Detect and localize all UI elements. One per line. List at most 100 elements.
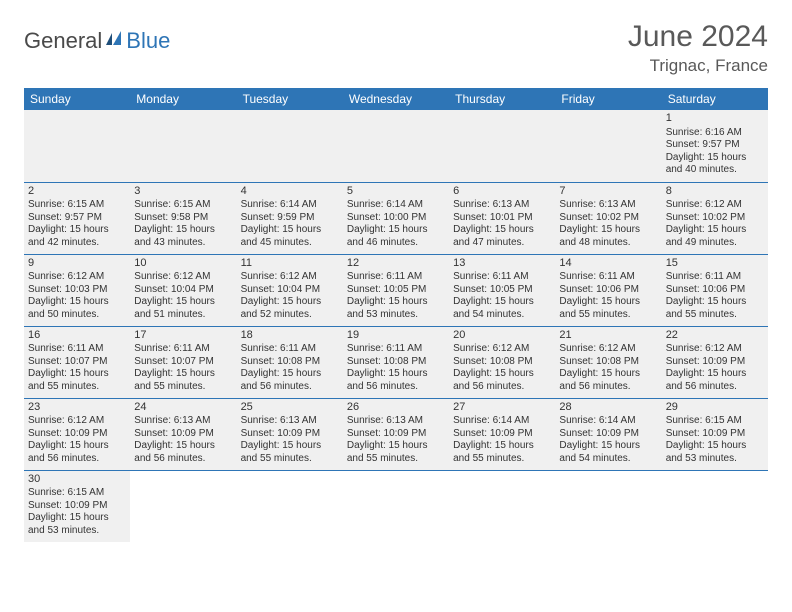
day-number: 2 — [28, 185, 126, 199]
sunset-text: Sunset: 10:09 PM — [241, 428, 339, 441]
day-number: 18 — [241, 329, 339, 343]
sunset-text: Sunset: 9:57 PM — [28, 212, 126, 225]
day-number: 21 — [559, 329, 657, 343]
day-number: 26 — [347, 401, 445, 415]
calendar-cell — [449, 110, 555, 182]
sunrise-text: Sunrise: 6:13 AM — [453, 199, 551, 212]
sunset-text: Sunset: 10:09 PM — [666, 356, 764, 369]
calendar-cell — [662, 470, 768, 542]
day-number: 11 — [241, 257, 339, 271]
sunrise-text: Sunrise: 6:14 AM — [241, 199, 339, 212]
calendar-cell: 21Sunrise: 6:12 AMSunset: 10:08 PMDaylig… — [555, 326, 661, 398]
day-number: 3 — [134, 185, 232, 199]
calendar-cell: 27Sunrise: 6:14 AMSunset: 10:09 PMDaylig… — [449, 398, 555, 470]
calendar-cell — [555, 110, 661, 182]
sunset-text: Sunset: 10:05 PM — [347, 284, 445, 297]
calendar-week: 9Sunrise: 6:12 AMSunset: 10:03 PM Dayligh… — [24, 254, 768, 326]
calendar-cell: 15Sunrise: 6:11 AMSunset: 10:06 PMDaylig… — [662, 254, 768, 326]
sunset-text: Sunset: 10:09 PM — [559, 428, 657, 441]
daylight-text: and 49 minutes. — [666, 237, 764, 250]
calendar-cell — [449, 470, 555, 542]
daylight-text: and 55 minutes. — [347, 453, 445, 466]
sunrise-text: Sunrise: 6:11 AM — [241, 343, 339, 356]
daylight-text: and 48 minutes. — [559, 237, 657, 250]
daylight-text: Daylight: 15 hours — [134, 368, 232, 381]
day-number: 10 — [134, 257, 232, 271]
calendar-cell: 9Sunrise: 6:12 AMSunset: 10:03 PMDayligh… — [24, 254, 130, 326]
logo: General Blue — [24, 28, 170, 54]
sunset-text: Sunset: 10:03 PM — [28, 284, 126, 297]
sunset-text: Sunset: 10:06 PM — [559, 284, 657, 297]
calendar-week: 2Sunrise: 6:15 AMSunset: 9:57 PMDaylight… — [24, 182, 768, 254]
daylight-text: and 55 minutes. — [453, 453, 551, 466]
sunrise-text: Sunrise: 6:11 AM — [666, 271, 764, 284]
sunrise-text: Sunrise: 6:12 AM — [28, 415, 126, 428]
daylight-text: Daylight: 15 hours — [559, 368, 657, 381]
day-number: 1 — [666, 112, 764, 126]
calendar-week: 1Sunrise: 6:16 AMSunset: 9:57 PMDaylight… — [24, 110, 768, 182]
calendar-cell: 23Sunrise: 6:12 AMSunset: 10:09 PMDaylig… — [24, 398, 130, 470]
daylight-text: Daylight: 15 hours — [134, 296, 232, 309]
daylight-text: and 54 minutes. — [559, 453, 657, 466]
day-number: 17 — [134, 329, 232, 343]
calendar-cell — [555, 470, 661, 542]
daylight-text: Daylight: 15 hours — [28, 368, 126, 381]
day-number: 15 — [666, 257, 764, 271]
day-number: 22 — [666, 329, 764, 343]
day-number: 28 — [559, 401, 657, 415]
day-number: 19 — [347, 329, 445, 343]
sunset-text: Sunset: 10:07 PM — [28, 356, 126, 369]
sunset-text: Sunset: 10:08 PM — [347, 356, 445, 369]
day-number: 24 — [134, 401, 232, 415]
day-number: 20 — [453, 329, 551, 343]
sunrise-text: Sunrise: 6:15 AM — [134, 199, 232, 212]
sunset-text: Sunset: 10:09 PM — [28, 428, 126, 441]
calendar-cell — [237, 110, 343, 182]
day-number: 16 — [28, 329, 126, 343]
daylight-text: Daylight: 15 hours — [666, 152, 764, 165]
calendar-week: 23Sunrise: 6:12 AMSunset: 10:09 PMDaylig… — [24, 398, 768, 470]
day-number: 4 — [241, 185, 339, 199]
day-number: 30 — [28, 473, 126, 487]
daylight-text: Daylight: 15 hours — [453, 224, 551, 237]
daylight-text: Daylight: 15 hours — [453, 368, 551, 381]
daylight-text: and 56 minutes. — [453, 381, 551, 394]
calendar-cell: 30Sunrise: 6:15 AMSunset: 10:09 PMDaylig… — [24, 470, 130, 542]
calendar-cell: 24Sunrise: 6:13 AMSunset: 10:09 PMDaylig… — [130, 398, 236, 470]
sunrise-text: Sunrise: 6:14 AM — [347, 199, 445, 212]
sunset-text: Sunset: 10:01 PM — [453, 212, 551, 225]
daylight-text: and 43 minutes. — [134, 237, 232, 250]
calendar-cell: 14Sunrise: 6:11 AMSunset: 10:06 PMDaylig… — [555, 254, 661, 326]
daylight-text: and 46 minutes. — [347, 237, 445, 250]
sunrise-text: Sunrise: 6:13 AM — [559, 199, 657, 212]
sunrise-text: Sunrise: 6:12 AM — [453, 343, 551, 356]
day-header: Wednesday — [343, 88, 449, 110]
page-header: General Blue June 2024 Trignac, France — [24, 20, 768, 76]
calendar-cell: 5Sunrise: 6:14 AMSunset: 10:00 PMDayligh… — [343, 182, 449, 254]
calendar-cell: 1Sunrise: 6:16 AMSunset: 9:57 PMDaylight… — [662, 110, 768, 182]
daylight-text: and 55 minutes. — [666, 309, 764, 322]
daylight-text: Daylight: 15 hours — [666, 368, 764, 381]
calendar-cell — [237, 470, 343, 542]
sunset-text: Sunset: 10:08 PM — [559, 356, 657, 369]
day-header: Tuesday — [237, 88, 343, 110]
sunrise-text: Sunrise: 6:14 AM — [453, 415, 551, 428]
calendar-cell: 19Sunrise: 6:11 AMSunset: 10:08 PMDaylig… — [343, 326, 449, 398]
title-block: June 2024 Trignac, France — [628, 20, 768, 76]
day-number: 27 — [453, 401, 551, 415]
day-number: 9 — [28, 257, 126, 271]
day-header: Monday — [130, 88, 236, 110]
sunset-text: Sunset: 10:07 PM — [134, 356, 232, 369]
daylight-text: Daylight: 15 hours — [559, 296, 657, 309]
sunrise-text: Sunrise: 6:12 AM — [28, 271, 126, 284]
calendar-cell: 22Sunrise: 6:12 AMSunset: 10:09 PMDaylig… — [662, 326, 768, 398]
calendar-cell — [130, 470, 236, 542]
calendar-cell: 4Sunrise: 6:14 AMSunset: 9:59 PMDaylight… — [237, 182, 343, 254]
sunset-text: Sunset: 10:08 PM — [453, 356, 551, 369]
calendar-cell: 17Sunrise: 6:11 AMSunset: 10:07 PMDaylig… — [130, 326, 236, 398]
calendar-cell: 16Sunrise: 6:11 AMSunset: 10:07 PMDaylig… — [24, 326, 130, 398]
daylight-text: and 45 minutes. — [241, 237, 339, 250]
daylight-text: Daylight: 15 hours — [453, 440, 551, 453]
sunrise-text: Sunrise: 6:15 AM — [28, 199, 126, 212]
calendar-cell: 6Sunrise: 6:13 AMSunset: 10:01 PMDayligh… — [449, 182, 555, 254]
